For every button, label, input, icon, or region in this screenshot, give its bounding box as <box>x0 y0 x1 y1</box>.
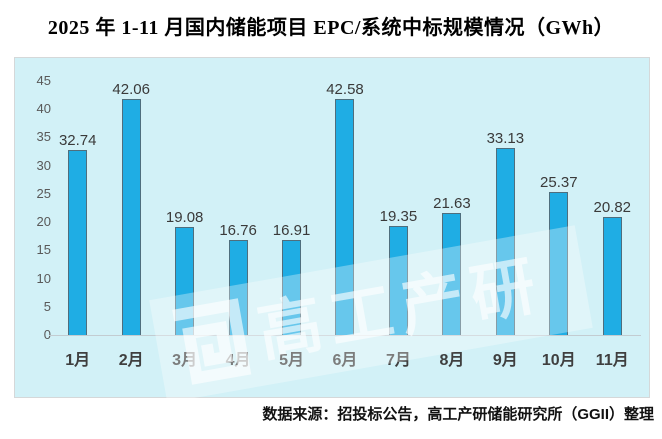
bar-value-label: 19.35 <box>379 207 418 225</box>
bar <box>388 225 408 335</box>
bar <box>121 99 141 335</box>
x-axis-labels: 1月 2月 3月 4月 5月 6月 7月 8月 9月 10月 11月 <box>51 346 639 370</box>
bar-slot: 20.82 <box>586 81 639 335</box>
bar-slot: 16.91 <box>265 81 318 335</box>
bar-slot: 21.63 <box>425 81 478 335</box>
x-category-label: 3月 <box>172 352 198 369</box>
source-note: 数据来源：招投标公告，高工产研储能研究所（GGII）整理 <box>262 406 654 423</box>
bar <box>335 99 355 335</box>
x-category-label: 6月 <box>332 352 358 369</box>
bar-slot: 19.08 <box>158 81 211 335</box>
x-category-label: 2月 <box>118 352 144 369</box>
bar-value-label: 32.74 <box>58 132 97 150</box>
bar <box>602 217 622 335</box>
bar <box>175 227 195 335</box>
y-tick-label: 10 <box>36 270 51 286</box>
bar <box>68 150 88 335</box>
bar-slot: 19.35 <box>372 81 425 335</box>
bar-value-label: 20.82 <box>593 199 632 217</box>
bar-value-label: 33.13 <box>486 130 525 147</box>
bar-value-label: 25.37 <box>540 173 578 191</box>
x-axis-line <box>49 335 641 336</box>
y-tick-label: 0 <box>43 327 51 342</box>
bar <box>228 240 248 335</box>
bar <box>282 239 302 335</box>
bar-value-label: 42.58 <box>326 81 364 98</box>
bar-slot: 33.13 <box>479 81 532 335</box>
x-category-label: 5月 <box>279 352 304 369</box>
y-tick-label: 5 <box>43 298 51 314</box>
bar-slot: 42.06 <box>104 81 157 335</box>
bar <box>549 191 569 335</box>
bar <box>495 148 515 335</box>
bars-area: 32.74 42.06 19.08 16.76 16.91 42.58 19.35 21.63… <box>51 81 639 335</box>
x-category-label: 1月 <box>65 352 91 369</box>
x-category-label: 11月 <box>595 352 629 369</box>
bar <box>442 212 462 335</box>
x-category-label: 7月 <box>385 352 411 369</box>
y-tick-label: 15 <box>36 242 51 258</box>
bar-slot: 16.76 <box>211 81 264 335</box>
plot-panel: 0 5 10 15 20 25 30 35 40 45 32.74 42.06 19.08 16.76 1… <box>14 57 650 403</box>
y-tick-label: 30 <box>36 157 51 173</box>
bar-slot: 25.37 <box>532 81 585 335</box>
bar-value-label: 42.06 <box>112 81 150 98</box>
bar-value-label: 19.08 <box>165 209 204 227</box>
chart-title: 2025 年 1-11 月国内储能项目 EPC/系统中标规模情况（GWh） <box>47 17 615 39</box>
bar-value-label: 16.76 <box>219 222 257 240</box>
x-category-label: 9月 <box>492 352 518 369</box>
y-tick-label: 45 <box>36 73 51 88</box>
y-tick-label: 25 <box>36 185 51 201</box>
y-tick-label: 20 <box>36 214 51 230</box>
x-category-label: 8月 <box>439 352 465 369</box>
y-tick-label: 35 <box>36 129 51 145</box>
bar-value-label: 21.63 <box>433 194 471 212</box>
y-tick-label: 40 <box>36 101 51 117</box>
x-category-label: 4月 <box>225 352 251 369</box>
bar-slot: 42.58 <box>318 81 371 335</box>
x-category-label: 10月 <box>541 352 576 369</box>
bar-slot: 32.74 <box>51 81 104 335</box>
bar-value-label: 16.91 <box>272 221 311 239</box>
